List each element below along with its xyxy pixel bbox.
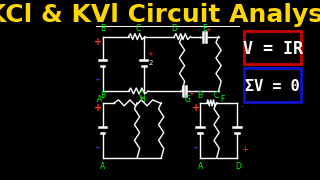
Text: -: -	[241, 102, 244, 111]
Text: E: E	[202, 24, 207, 33]
Text: ΣV = 0: ΣV = 0	[245, 78, 300, 94]
Text: -: -	[179, 91, 181, 97]
Text: D: D	[171, 24, 177, 33]
Text: D: D	[235, 162, 241, 171]
Text: A: A	[100, 162, 105, 171]
FancyBboxPatch shape	[244, 31, 301, 64]
Text: +: +	[205, 27, 211, 33]
Text: KCl & KVl Circuit Analysis: KCl & KVl Circuit Analysis	[0, 3, 320, 27]
Text: A: A	[97, 95, 102, 104]
Text: -: -	[194, 142, 198, 152]
Text: -: -	[96, 142, 100, 152]
Text: B: B	[100, 24, 105, 33]
Text: +: +	[147, 51, 153, 57]
Text: C: C	[139, 91, 144, 100]
Text: B: B	[198, 91, 203, 100]
Text: +: +	[188, 91, 195, 97]
Text: -: -	[147, 64, 149, 70]
Text: G: G	[185, 95, 190, 104]
Text: A: A	[198, 162, 203, 171]
Text: +: +	[192, 103, 200, 113]
Text: -: -	[198, 27, 200, 33]
Text: -: -	[96, 75, 100, 85]
Text: 2: 2	[148, 60, 153, 66]
Text: C: C	[136, 24, 141, 33]
Text: +: +	[94, 103, 102, 113]
Text: F: F	[220, 95, 224, 104]
Text: +: +	[241, 145, 248, 154]
Text: B: B	[100, 91, 105, 100]
Text: +: +	[94, 37, 102, 46]
Text: H: H	[140, 95, 145, 104]
FancyBboxPatch shape	[244, 68, 301, 102]
Text: C: C	[214, 91, 219, 100]
Text: V = IR: V = IR	[243, 40, 303, 58]
